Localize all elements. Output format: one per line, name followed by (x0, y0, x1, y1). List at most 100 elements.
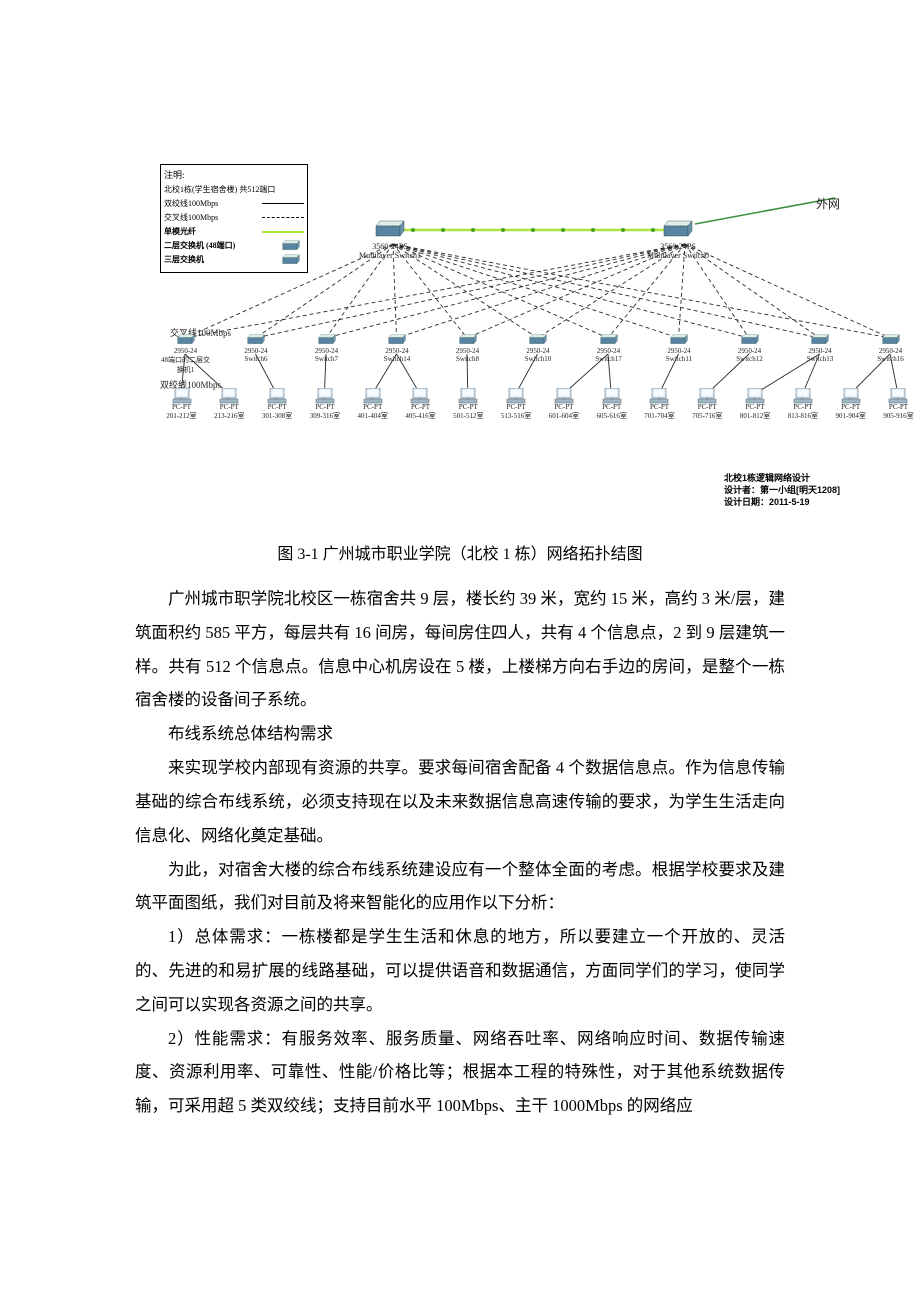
switch-model: 2950-24 (581, 347, 636, 355)
pc-node: PC-PT 601-604室 (542, 388, 585, 438)
switch-icon (453, 334, 483, 346)
legend-swatch (262, 231, 304, 233)
pc-icon (554, 388, 574, 402)
switch-name: 48端口的二层交换机1 (158, 355, 213, 375)
pc-node: PC-PT 309-316室 (303, 388, 346, 438)
switch-model: 2950-24 (158, 347, 213, 355)
switch-name: Switch8 (440, 355, 495, 363)
switch-icon (664, 334, 694, 346)
design-info-line1: 北校1栋逻辑网络设计 (724, 472, 840, 484)
legend-swatch (278, 240, 304, 252)
switch-name: Switch7 (299, 355, 354, 363)
switch-name: Switch10 (511, 355, 566, 363)
switch-model: 2950-24 (652, 347, 707, 355)
pc-node: PC-PT 405-416室 (399, 388, 442, 438)
pc-model: PC-PT (256, 403, 299, 411)
page: 注明: 北校1栋(学生宿舍楼) 共512端口双绞线100Mbps 交叉线100Mb… (0, 0, 920, 1173)
l3-name: Multilayer Switch1 (350, 251, 430, 260)
legend-box: 注明: 北校1栋(学生宿舍楼) 共512端口双绞线100Mbps 交叉线100Mb… (160, 164, 308, 273)
pc-node: PC-PT 213-216室 (208, 388, 251, 438)
pc-room: 401-404室 (351, 411, 394, 421)
pc-room: 705-716室 (686, 411, 729, 421)
pc-model: PC-PT (734, 403, 777, 411)
l3-model: 3560-24PS (350, 242, 430, 251)
l3-switch-icon (373, 220, 407, 240)
pc-node: PC-PT 813-816室 (781, 388, 824, 438)
pc-model: PC-PT (351, 403, 394, 411)
pc-icon (649, 388, 669, 402)
pc-node: PC-PT 801-812室 (734, 388, 777, 438)
switch-name: Switch13 (793, 355, 848, 363)
l2-switch-node: 2950-24 Switch11 (652, 334, 707, 374)
switch-name: Switch17 (581, 355, 636, 363)
pc-model: PC-PT (399, 403, 442, 411)
switch-name: Switch16 (863, 355, 918, 363)
pc-icon (506, 388, 526, 402)
switch-model: 2950-24 (229, 347, 284, 355)
switch-icon (241, 334, 271, 346)
switch-name: Switch6 (229, 355, 284, 363)
pc-icon (267, 388, 287, 402)
pc-node: PC-PT 513-516室 (495, 388, 538, 438)
switch-icon (171, 334, 201, 346)
l2-switch-node: 2950-24 Switch13 (793, 334, 848, 374)
legend-row: 单模光纤 (164, 226, 304, 238)
pc-node: PC-PT 201-212室 (160, 388, 203, 438)
switch-name: Switch11 (652, 355, 707, 363)
l3-switch-right: 3560-24PS Multilayer Switch0 (638, 220, 718, 260)
pc-node: PC-PT 901-904室 (829, 388, 872, 438)
switch-icon (523, 334, 553, 346)
pc-room: 601-604室 (542, 411, 585, 421)
pc-icon (841, 388, 861, 402)
legend-row: 双绞线100Mbps (164, 198, 304, 210)
pc-room: 213-216室 (208, 411, 251, 421)
paragraph: 1）总体需求：一栋楼都是学生生活和休息的地方，所以要建立一个开放的、灵活的、先进… (135, 920, 785, 1021)
switch-icon (312, 334, 342, 346)
pc-icon (315, 388, 335, 402)
pc-icon (219, 388, 239, 402)
l2-switch-node: 2950-24 Switch14 (370, 334, 425, 374)
pc-icon (410, 388, 430, 402)
legend-label: 北校1栋(学生宿舍楼) 共512端口 (164, 184, 304, 195)
pc-room: 801-812室 (734, 411, 777, 421)
legend-swatch (278, 254, 304, 266)
l2-switch-node: 2950-24 Switch6 (229, 334, 284, 374)
switch-model: 2950-24 (793, 347, 848, 355)
switch-icon (382, 334, 412, 346)
pc-icon (172, 388, 192, 402)
pc-row: PC-PT 201-212室 PC-PT 213-216室 PC-PT 301-… (160, 388, 920, 438)
legend-label: 单模光纤 (164, 226, 258, 237)
legend-swatch (262, 217, 304, 218)
pc-room: 901-904室 (829, 411, 872, 421)
l2-switch-node: 2950-24 Switch17 (581, 334, 636, 374)
pc-model: PC-PT (829, 403, 872, 411)
switch-name: Switch14 (370, 355, 425, 363)
pc-room: 513-516室 (495, 411, 538, 421)
pc-room: 405-416室 (399, 411, 442, 421)
legend-row: 三层交换机 (164, 254, 304, 266)
legend-title: 注明: (164, 169, 304, 182)
pc-icon (745, 388, 765, 402)
pc-room: 605-616室 (590, 411, 633, 421)
pc-node: PC-PT 301-308室 (256, 388, 299, 438)
pc-room: 701-704室 (638, 411, 681, 421)
l2-switch-node: 2950-24 Switch12 (722, 334, 777, 374)
pc-room: 905-916室 (877, 411, 920, 421)
l2-switch-node: 2950-24 Switch8 (440, 334, 495, 374)
pc-node: PC-PT 905-916室 (877, 388, 920, 438)
pc-icon (458, 388, 478, 402)
design-info-line3: 设计日期：2011-5-19 (724, 496, 840, 508)
paragraph: 广州城市职学院北校区一栋宿舍共 9 层，楼长约 39 米，宽约 15 米，高约 … (135, 582, 785, 717)
pc-model: PC-PT (781, 403, 824, 411)
switch-icon (805, 334, 835, 346)
pc-room: 201-212室 (160, 411, 203, 421)
legend-row: 交叉线100Mbps (164, 212, 304, 224)
pc-room: 501-512室 (447, 411, 490, 421)
pc-model: PC-PT (638, 403, 681, 411)
pc-model: PC-PT (877, 403, 920, 411)
legend-label: 交叉线100Mbps (164, 212, 258, 223)
pc-room: 301-308室 (256, 411, 299, 421)
paragraph: 为此，对宿舍大楼的综合布线系统建设应有一个整体全面的考虑。根据学校要求及建筑平面… (135, 853, 785, 921)
pc-node: PC-PT 705-716室 (686, 388, 729, 438)
pc-icon (697, 388, 717, 402)
